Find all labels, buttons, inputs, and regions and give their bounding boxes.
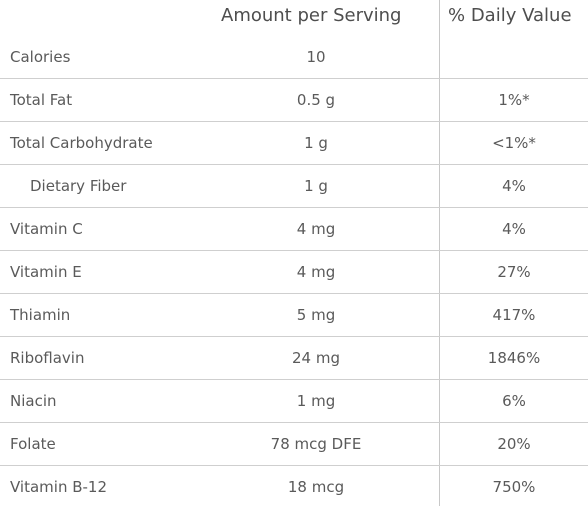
nutrient-daily-value <box>440 36 588 78</box>
table-row: Vitamin E 4 mg 27% <box>0 251 588 294</box>
nutrient-amount: 5 mg <box>296 306 336 324</box>
nutrient-amount: 24 mg <box>292 349 340 367</box>
table-row: Dietary Fiber 1 g 4% <box>0 165 588 208</box>
column-divider <box>439 0 440 506</box>
nutrient-amount: 4 mg <box>296 263 336 281</box>
nutrient-daily-value: <1%* <box>492 134 536 152</box>
nutrient-name: Vitamin B-12 <box>10 478 108 496</box>
nutrient-daily-value: 6% <box>502 392 526 410</box>
table-row: Vitamin C 4 mg 4% <box>0 208 588 251</box>
nutrient-amount: 4 mg <box>296 220 336 238</box>
nutrient-name: Folate <box>10 435 56 453</box>
nutrient-name: Total Fat <box>10 91 73 109</box>
nutrient-name: Vitamin E <box>10 263 82 281</box>
nutrient-name: Riboflavin <box>10 349 85 367</box>
nutrient-name: Niacin <box>10 392 57 410</box>
daily-value-header: % Daily Value <box>448 5 572 26</box>
nutrient-daily-value: 1846% <box>487 349 541 367</box>
nutrient-daily-value: 750% <box>492 478 536 496</box>
table-row: Riboflavin 24 mg 1846% <box>0 337 588 380</box>
nutrient-daily-value: 27% <box>497 263 531 281</box>
table-row: Folate 78 mcg DFE 20% <box>0 423 588 466</box>
nutrient-daily-value: 4% <box>502 177 526 195</box>
nutrient-name: Total Carbohydrate <box>10 134 153 152</box>
amount-per-serving-header: Amount per Serving <box>221 5 402 26</box>
nutrient-name: Dietary Fiber <box>30 177 127 195</box>
nutrient-amount: 1 g <box>304 134 328 152</box>
nutrient-name: Vitamin C <box>10 220 83 238</box>
nutrient-daily-value: 1%* <box>498 91 530 109</box>
nutrient-amount: 0.5 g <box>296 91 336 109</box>
nutrient-amount: 18 mcg <box>287 478 345 496</box>
table-row: Vitamin B-12 18 mcg 750% <box>0 466 588 509</box>
table-row: Thiamin 5 mg 417% <box>0 294 588 337</box>
nutrient-daily-value: 4% <box>502 220 526 238</box>
table-row: Total Fat 0.5 g 1%* <box>0 79 588 122</box>
table-body: Calories 10 Total Fat 0.5 g 1%* Total Ca… <box>0 36 588 509</box>
nutrient-amount: 1 g <box>304 177 328 195</box>
table-row: Total Carbohydrate 1 g <1%* <box>0 122 588 165</box>
table-header: Amount per Serving % Daily Value <box>0 0 588 36</box>
nutrient-amount: 1 mg <box>296 392 336 410</box>
table-row: Niacin 1 mg 6% <box>0 380 588 423</box>
nutrient-daily-value: 417% <box>492 306 536 324</box>
table-row: Calories 10 <box>0 36 588 79</box>
nutrient-amount: 78 mcg DFE <box>270 435 362 453</box>
nutrient-name: Calories <box>10 48 71 66</box>
nutrient-daily-value: 20% <box>497 435 531 453</box>
nutrient-name: Thiamin <box>10 306 71 324</box>
nutrient-amount: 10 <box>306 48 326 66</box>
